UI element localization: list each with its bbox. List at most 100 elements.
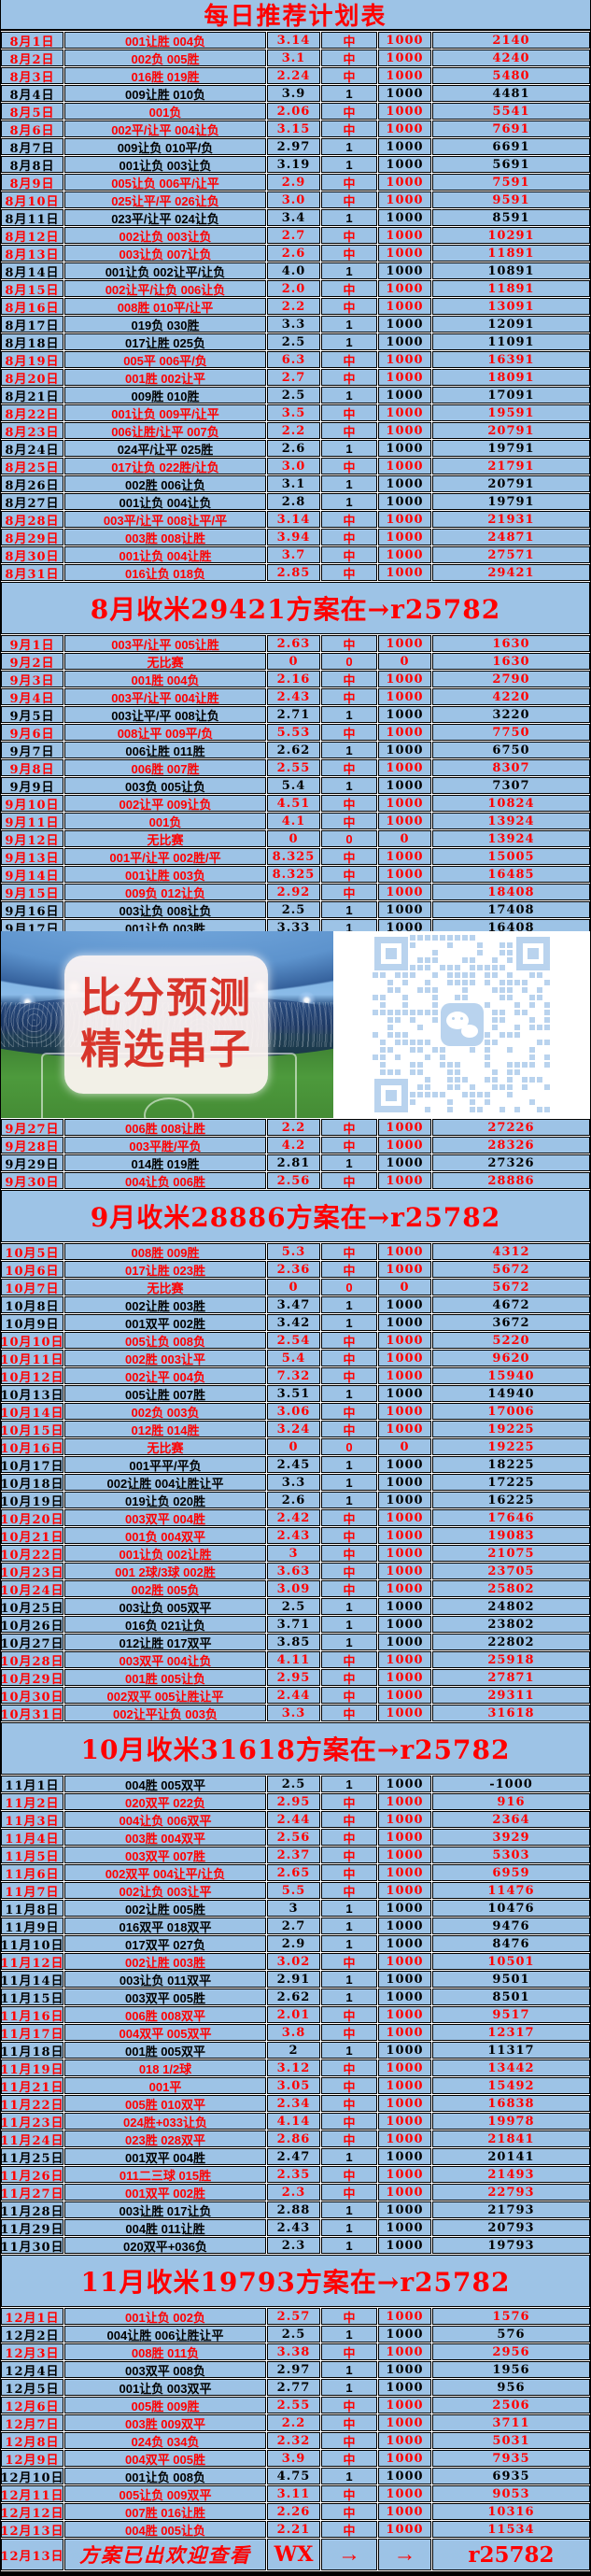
qr-module: [409, 972, 415, 978]
qr-module: [476, 965, 483, 970]
table-row: 10月11日 002胜 003让平 5.4 中 1000 9620: [1, 1350, 590, 1366]
date-cell: 11月2日: [1, 1793, 63, 1810]
qr-module: [469, 1047, 475, 1053]
qr-module: [506, 987, 513, 993]
odds-cell: 2.91: [267, 1971, 320, 1988]
total-cell: 2364: [432, 1811, 590, 1828]
total-cell: 19225: [432, 1421, 590, 1437]
stake-cell: 1000: [378, 777, 431, 794]
result-cell: 中: [321, 1669, 377, 1686]
odds-cell: 2.43: [267, 688, 320, 705]
odds-cell: 2.81: [267, 1154, 320, 1171]
date-cell: 8月5日: [1, 103, 63, 120]
qr-module: [491, 1077, 498, 1083]
stake-cell: 1000: [378, 2219, 431, 2236]
total-cell: 1956: [432, 2361, 590, 2378]
result-cell: 中: [321, 1953, 377, 1970]
result-cell: 1: [321, 1616, 377, 1633]
result-cell: 0: [321, 1279, 377, 1295]
table-row: 8月22日 001让负 009平/让平 3.5 中 1000 19591: [1, 404, 590, 421]
qr-module: [528, 1047, 535, 1053]
qr-module: [409, 1040, 415, 1045]
qr-module: [514, 1032, 520, 1038]
picks-cell: 001双平 002胜: [64, 2184, 266, 2201]
qr-module: [409, 1092, 415, 1097]
stake-cell: 1000: [378, 1793, 431, 1810]
table-row: 9月5日 003让平/平 008让负 2.71 1 1000 3220: [1, 706, 590, 723]
odds-cell: 4.51: [267, 795, 320, 812]
table-row: 8月27日 001让负 004让负 2.8 1 1000 19791: [1, 493, 590, 510]
picks-cell: 002胜 003让平: [64, 1350, 266, 1366]
qr-module: [491, 1084, 498, 1090]
table-row: 10月24日 002胜 005负 3.09 中 1000 25802: [1, 1580, 590, 1597]
date-cell: 9月10日: [1, 795, 63, 812]
table-row: 11月21日 001平 3.05 中 1000 15492: [1, 2077, 590, 2094]
total-cell: 13924: [432, 813, 590, 829]
picks-cell: 009胜 010胜: [64, 387, 266, 403]
result-cell: 1: [321, 1385, 377, 1402]
result-cell: 1: [321, 2219, 377, 2236]
qr-module: [506, 942, 513, 948]
qr-module: [379, 1047, 386, 1053]
stake-cell: 1000: [378, 2095, 431, 2112]
table-row: 9月3日 001胜 004负 2.16 中 1000 2790: [1, 671, 590, 687]
stake-cell: 1000: [378, 671, 431, 687]
odds-cell: 3.06: [267, 1403, 320, 1420]
odds-cell: 2.43: [267, 2219, 320, 2236]
date-cell: 8月16日: [1, 298, 63, 315]
picks-cell: 001 2球/3球 002胜: [64, 1563, 266, 1579]
odds-cell: 2.9: [267, 1935, 320, 1952]
stake-cell: 1000: [378, 1864, 431, 1881]
picks-cell: 003双平 005胜: [64, 1989, 266, 2005]
qr-module: [506, 995, 513, 1000]
stake-cell: 1000: [378, 1367, 431, 1384]
qr-module: [439, 965, 445, 970]
qr-module: [446, 1077, 453, 1083]
qr-module: [499, 1032, 505, 1038]
picks-cell: 012胜 014胜: [64, 1421, 266, 1437]
qr-module: [528, 1002, 535, 1008]
total-cell: 21793: [432, 2201, 590, 2218]
odds-cell: 2.44: [267, 1811, 320, 1828]
picks-cell: 003让胜 017让负: [64, 2201, 266, 2218]
total-cell: 8501: [432, 1989, 590, 2005]
table-row: 8月30日 001让负 004让胜 3.7 中 1000 27571: [1, 546, 590, 563]
total-cell: 21791: [432, 458, 590, 474]
odds-cell: 2.2: [267, 1119, 320, 1136]
stake-cell: 1000: [378, 120, 431, 137]
qr-module: [431, 1002, 438, 1008]
date-cell: 10月13日: [1, 1385, 63, 1402]
qr-module: [543, 1054, 550, 1060]
qr-module: [536, 995, 542, 1000]
qr-module: [409, 1062, 415, 1068]
total-cell: 1630: [432, 653, 590, 670]
total-cell: 10316: [432, 2503, 590, 2520]
qr-module: [394, 972, 401, 978]
table-row: 9月4日 003平/让平 004让胜 2.43 中 1000 4220: [1, 688, 590, 705]
result-cell: 1: [321, 901, 377, 918]
stake-cell: 1000: [378, 422, 431, 439]
result-cell: 中: [321, 50, 377, 66]
table-row: 8月10日 025让平/平 026让负 3.0 中 1000 9591: [1, 191, 590, 208]
table-row: 12月13日 004胜 005让负 2.21 中 1000 11534: [1, 2521, 590, 2538]
result-cell: 中: [321, 174, 377, 191]
total-cell: -1000: [432, 1776, 590, 1792]
stake-cell: 0: [378, 830, 431, 847]
qr-module: [484, 972, 490, 978]
total-cell: 27326: [432, 1154, 590, 1171]
stake-cell: 1000: [378, 1456, 431, 1473]
table-row: 12月6日 005胜 009胜 2.55 中 1000 2506: [1, 2397, 590, 2413]
total-cell: 16391: [432, 351, 590, 368]
date-cell: 9月27日: [1, 1119, 63, 1136]
picks-cell: 003让平/平 008让负: [64, 706, 266, 723]
odds-cell: 8.325: [267, 866, 320, 883]
date-cell: 10月7日: [1, 1279, 63, 1295]
odds-cell: 3.02: [267, 1953, 320, 1970]
table-row: 11月28日 003让胜 017让负 2.88 1 1000 21793: [1, 2201, 590, 2218]
odds-cell: 2.36: [267, 1261, 320, 1278]
total-cell: 4240: [432, 50, 590, 66]
odds-cell: 2.88: [267, 2201, 320, 2218]
qr-module: [484, 980, 490, 985]
total-cell: 2140: [432, 32, 590, 49]
qr-module: [454, 935, 460, 941]
